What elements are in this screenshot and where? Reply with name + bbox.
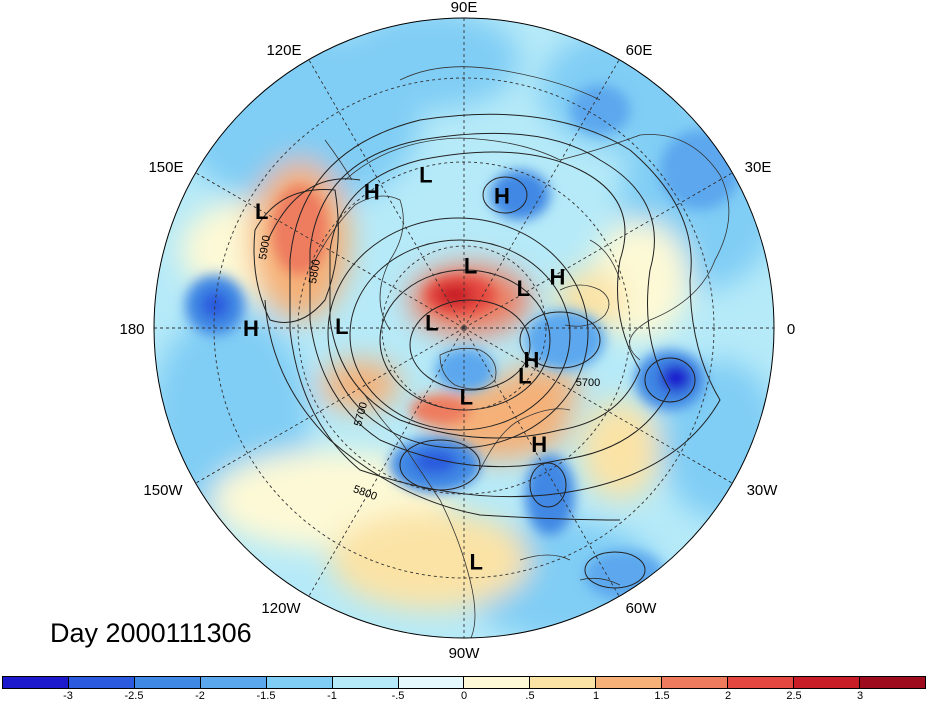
colorbar-swatch [200, 677, 267, 688]
colorbar-swatch [530, 677, 597, 688]
colorbar-tick-label: 2.5 [786, 690, 802, 702]
colorbar-tick-label: .5 [525, 690, 535, 702]
date-label: Day 2000111306 [50, 618, 252, 648]
colorbar-tick-label: 1.5 [654, 690, 670, 702]
colorbar-swatch [794, 677, 860, 688]
colorbar-swatch [859, 677, 925, 688]
colorbar-tick-labels: -3 -2.5 -2 -1.5 -1 -.5 0 .5 1 1.5 2 2.5 3 [0, 690, 928, 702]
graticule [154, 18, 774, 638]
longitude-label: 30W [747, 482, 779, 499]
colorbar-tick-label: 3 [856, 690, 864, 702]
contour-label: 5900 [257, 234, 273, 260]
colorbar-tick-label: -3 [63, 690, 73, 702]
colorbar-tick-label: -2.5 [124, 690, 144, 702]
colorbar-swatch [332, 677, 399, 688]
low-pressure-label: L [419, 163, 432, 188]
colorbar-swatch [464, 677, 531, 688]
low-pressure-label: L [518, 364, 531, 389]
colorbar-tick-label: -.5 [391, 690, 405, 702]
colorbar-tick-label: -1.5 [256, 690, 276, 702]
colorbar-swatch [68, 677, 135, 688]
colorbar-swatch [3, 677, 69, 688]
high-pressure-label: H [494, 183, 510, 208]
colorbar-tick-label: 0 [460, 690, 468, 702]
longitude-label: 120W [261, 600, 301, 617]
high-pressure-label: H [549, 264, 565, 289]
colorbar-tick-label: 1 [592, 690, 600, 702]
height-contours [253, 113, 721, 589]
longitude-label: 30E [745, 159, 772, 176]
low-pressure-label: L [335, 314, 348, 339]
colorbar-tick-label: 2 [724, 690, 732, 702]
colorbar-tick-label: -2 [195, 690, 205, 702]
low-pressure-label: L [425, 310, 438, 335]
colorbar-swatch [728, 677, 795, 688]
colorbar-tick-label: -1 [327, 690, 337, 702]
colorbar-swatch [596, 677, 663, 688]
colorbar-swatch [662, 677, 729, 688]
high-pressure-label: H [364, 179, 380, 204]
longitude-label: 60W [626, 600, 658, 617]
longitude-label: 120E [266, 42, 301, 59]
low-pressure-label: L [469, 549, 482, 574]
longitude-label: 90E [451, 0, 478, 16]
low-pressure-label: L [460, 385, 473, 410]
colorbar-swatch [398, 677, 465, 688]
high-pressure-label: H [243, 316, 259, 341]
colorbar-swatch [134, 677, 201, 688]
low-pressure-label: L [255, 199, 268, 224]
contour-label: 5800 [307, 258, 323, 284]
longitude-label: 150W [143, 482, 183, 499]
low-pressure-label: L [464, 253, 477, 278]
high-pressure-label: H [531, 432, 547, 457]
longitude-label: 150E [148, 159, 183, 176]
colorbar [2, 676, 926, 689]
high-pressure-label: H [524, 348, 540, 373]
longitude-label: 0 [787, 321, 795, 338]
longitude-label: 90W [449, 645, 481, 662]
contour-label: 5700 [576, 377, 600, 389]
longitude-labels: 90E 60E 30E 0 30W 60W 90W 120W 150W 180 150E 120E [119, 0, 795, 662]
map-border [153, 17, 775, 639]
low-pressure-label: L [517, 276, 530, 301]
longitude-label: 180 [119, 321, 144, 338]
colorbar-swatch [266, 677, 333, 688]
longitude-label: 60E [626, 42, 653, 59]
